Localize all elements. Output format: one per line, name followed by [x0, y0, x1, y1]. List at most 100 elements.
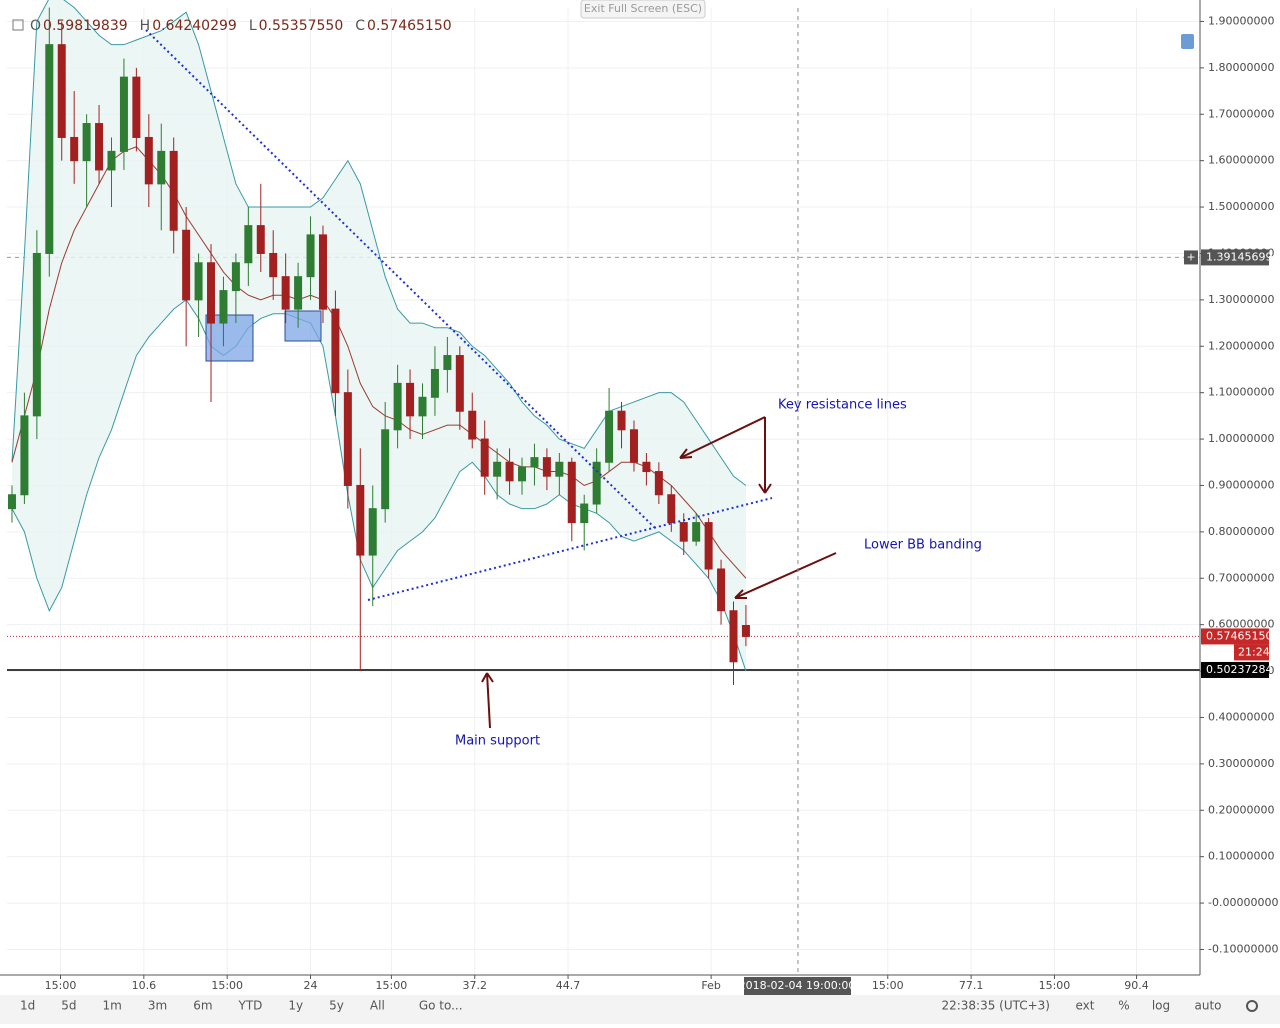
- candle-body: [368, 508, 377, 556]
- candle-body: [692, 522, 701, 542]
- crosshair-time-label: 2018-02-04 19:00:00: [739, 979, 856, 992]
- arrow: [679, 416, 766, 459]
- y-tick-label: -0.10000000: [1208, 942, 1278, 955]
- candle-body: [629, 429, 638, 463]
- candle-body: [654, 471, 663, 496]
- crosshair-plus: +: [1186, 250, 1195, 263]
- y-tick-label: 1.00000000: [1208, 432, 1274, 445]
- ohlc-readout: O 0.59819839 H 0.64240299 L 0.55357550 C 0.5746…: [30, 18, 452, 34]
- crosshair-price-box: [1201, 249, 1269, 266]
- candle-body: [356, 484, 365, 556]
- x-tick-label: 15:00: [1039, 979, 1071, 992]
- candle-body: [505, 461, 514, 482]
- candle-body: [555, 461, 564, 477]
- candle-body: [493, 461, 502, 477]
- clock: 22:38:35 (UTC+3): [941, 999, 1050, 1013]
- candle-body: [45, 44, 54, 254]
- collapse-toggle[interactable]: [12, 19, 24, 31]
- candle-body: [157, 150, 166, 185]
- range-button[interactable]: 1y: [288, 999, 303, 1013]
- y-tick-label: 0.10000000: [1208, 850, 1274, 863]
- candle-body: [207, 262, 216, 324]
- highlight-box: [205, 314, 254, 362]
- arrow: [734, 552, 837, 599]
- bollinger-bands: [11, 0, 747, 672]
- crosshair-plus-box[interactable]: [1184, 250, 1198, 265]
- y-tick-label: 1.10000000: [1208, 386, 1274, 399]
- candle-body: [107, 150, 116, 171]
- readout-name: L: [249, 18, 257, 34]
- range-button[interactable]: 6m: [193, 999, 212, 1013]
- candle-body: [580, 503, 589, 524]
- annotation: Lower BB banding: [864, 538, 982, 553]
- y-tick-label: 1.20000000: [1208, 339, 1274, 352]
- candle-body: [7, 494, 16, 510]
- range-button[interactable]: 1m: [103, 999, 122, 1013]
- candle-body: [381, 429, 390, 510]
- scale-toggle[interactable]: [1181, 34, 1194, 49]
- candle-body: [182, 229, 191, 301]
- candle-body: [667, 494, 676, 524]
- y-tick-label: -0.00000000: [1208, 896, 1278, 909]
- readout-value: 0.57465150: [367, 18, 452, 34]
- toolbar-items: 1d 5d 1m 3m 6m YTD 1y 5y All Go to... 22:38:35 (UT…: [20, 999, 1258, 1013]
- option-button[interactable]: ext: [1076, 999, 1095, 1013]
- range-button[interactable]: All: [370, 999, 385, 1013]
- candle-body: [132, 76, 141, 138]
- price-label-box: [1201, 661, 1269, 678]
- range-button[interactable]: 1d: [20, 999, 35, 1013]
- option-button[interactable]: %: [1118, 999, 1129, 1013]
- y-tick-label: 0.90000000: [1208, 478, 1274, 491]
- candle-body: [281, 276, 290, 310]
- y-tick-label: 1.70000000: [1208, 107, 1274, 120]
- candle-body: [406, 382, 415, 417]
- option-button[interactable]: log: [1152, 999, 1170, 1013]
- arrow: [481, 672, 494, 729]
- x-tick-label: 15:00: [45, 979, 77, 992]
- settings-button[interactable]: [1246, 1000, 1258, 1012]
- goto-button[interactable]: Go to...: [419, 999, 463, 1013]
- y-tick-label: 1.90000000: [1208, 14, 1274, 27]
- toolbar: [0, 995, 1280, 1024]
- candle-body: [32, 252, 41, 417]
- band-upper: [11, 0, 747, 486]
- x-tick-label: 10.6: [132, 979, 157, 992]
- price-label-box: [1201, 628, 1269, 645]
- exit-fullscreen-button[interactable]: [580, 0, 706, 19]
- candle-body: [194, 262, 203, 301]
- candle-body: [567, 461, 576, 524]
- range-button[interactable]: YTD: [238, 999, 263, 1013]
- trend-line: [145, 29, 656, 529]
- crosshair-time-box: [744, 977, 851, 995]
- crosshair-price-label: 1.39145699: [1206, 250, 1272, 263]
- candle-body: [306, 234, 315, 278]
- candle-body: [70, 136, 79, 162]
- candle-body: [542, 457, 551, 477]
- candle-body: [518, 466, 527, 482]
- candle-body: [592, 461, 601, 505]
- candle-body: [244, 225, 253, 264]
- y-tick-label: 1.50000000: [1208, 200, 1274, 213]
- readout-name: C: [355, 18, 365, 34]
- candle-body: [704, 522, 713, 570]
- band-middle: [11, 146, 747, 579]
- candle-body: [455, 355, 464, 412]
- x-tick-label: 77.1: [959, 979, 984, 992]
- candle-body: [95, 123, 104, 171]
- annotation: Main support: [455, 734, 540, 749]
- candle-body: [331, 308, 340, 394]
- candle-body: [642, 461, 651, 473]
- candle-body: [443, 355, 452, 370]
- readout-value: 0.59819839: [43, 18, 128, 34]
- x-tick-label: 37.2: [462, 979, 487, 992]
- readout-name: O: [30, 18, 41, 34]
- range-button[interactable]: 5y: [329, 999, 344, 1013]
- candle-body: [343, 392, 352, 486]
- band-fill: [11, 0, 746, 672]
- annotation: Key resistance lines: [778, 398, 907, 413]
- x-tick-label: Feb: [701, 979, 720, 992]
- range-button[interactable]: 5d: [61, 999, 76, 1013]
- range-button[interactable]: 3m: [148, 999, 167, 1013]
- option-button[interactable]: auto: [1194, 999, 1221, 1013]
